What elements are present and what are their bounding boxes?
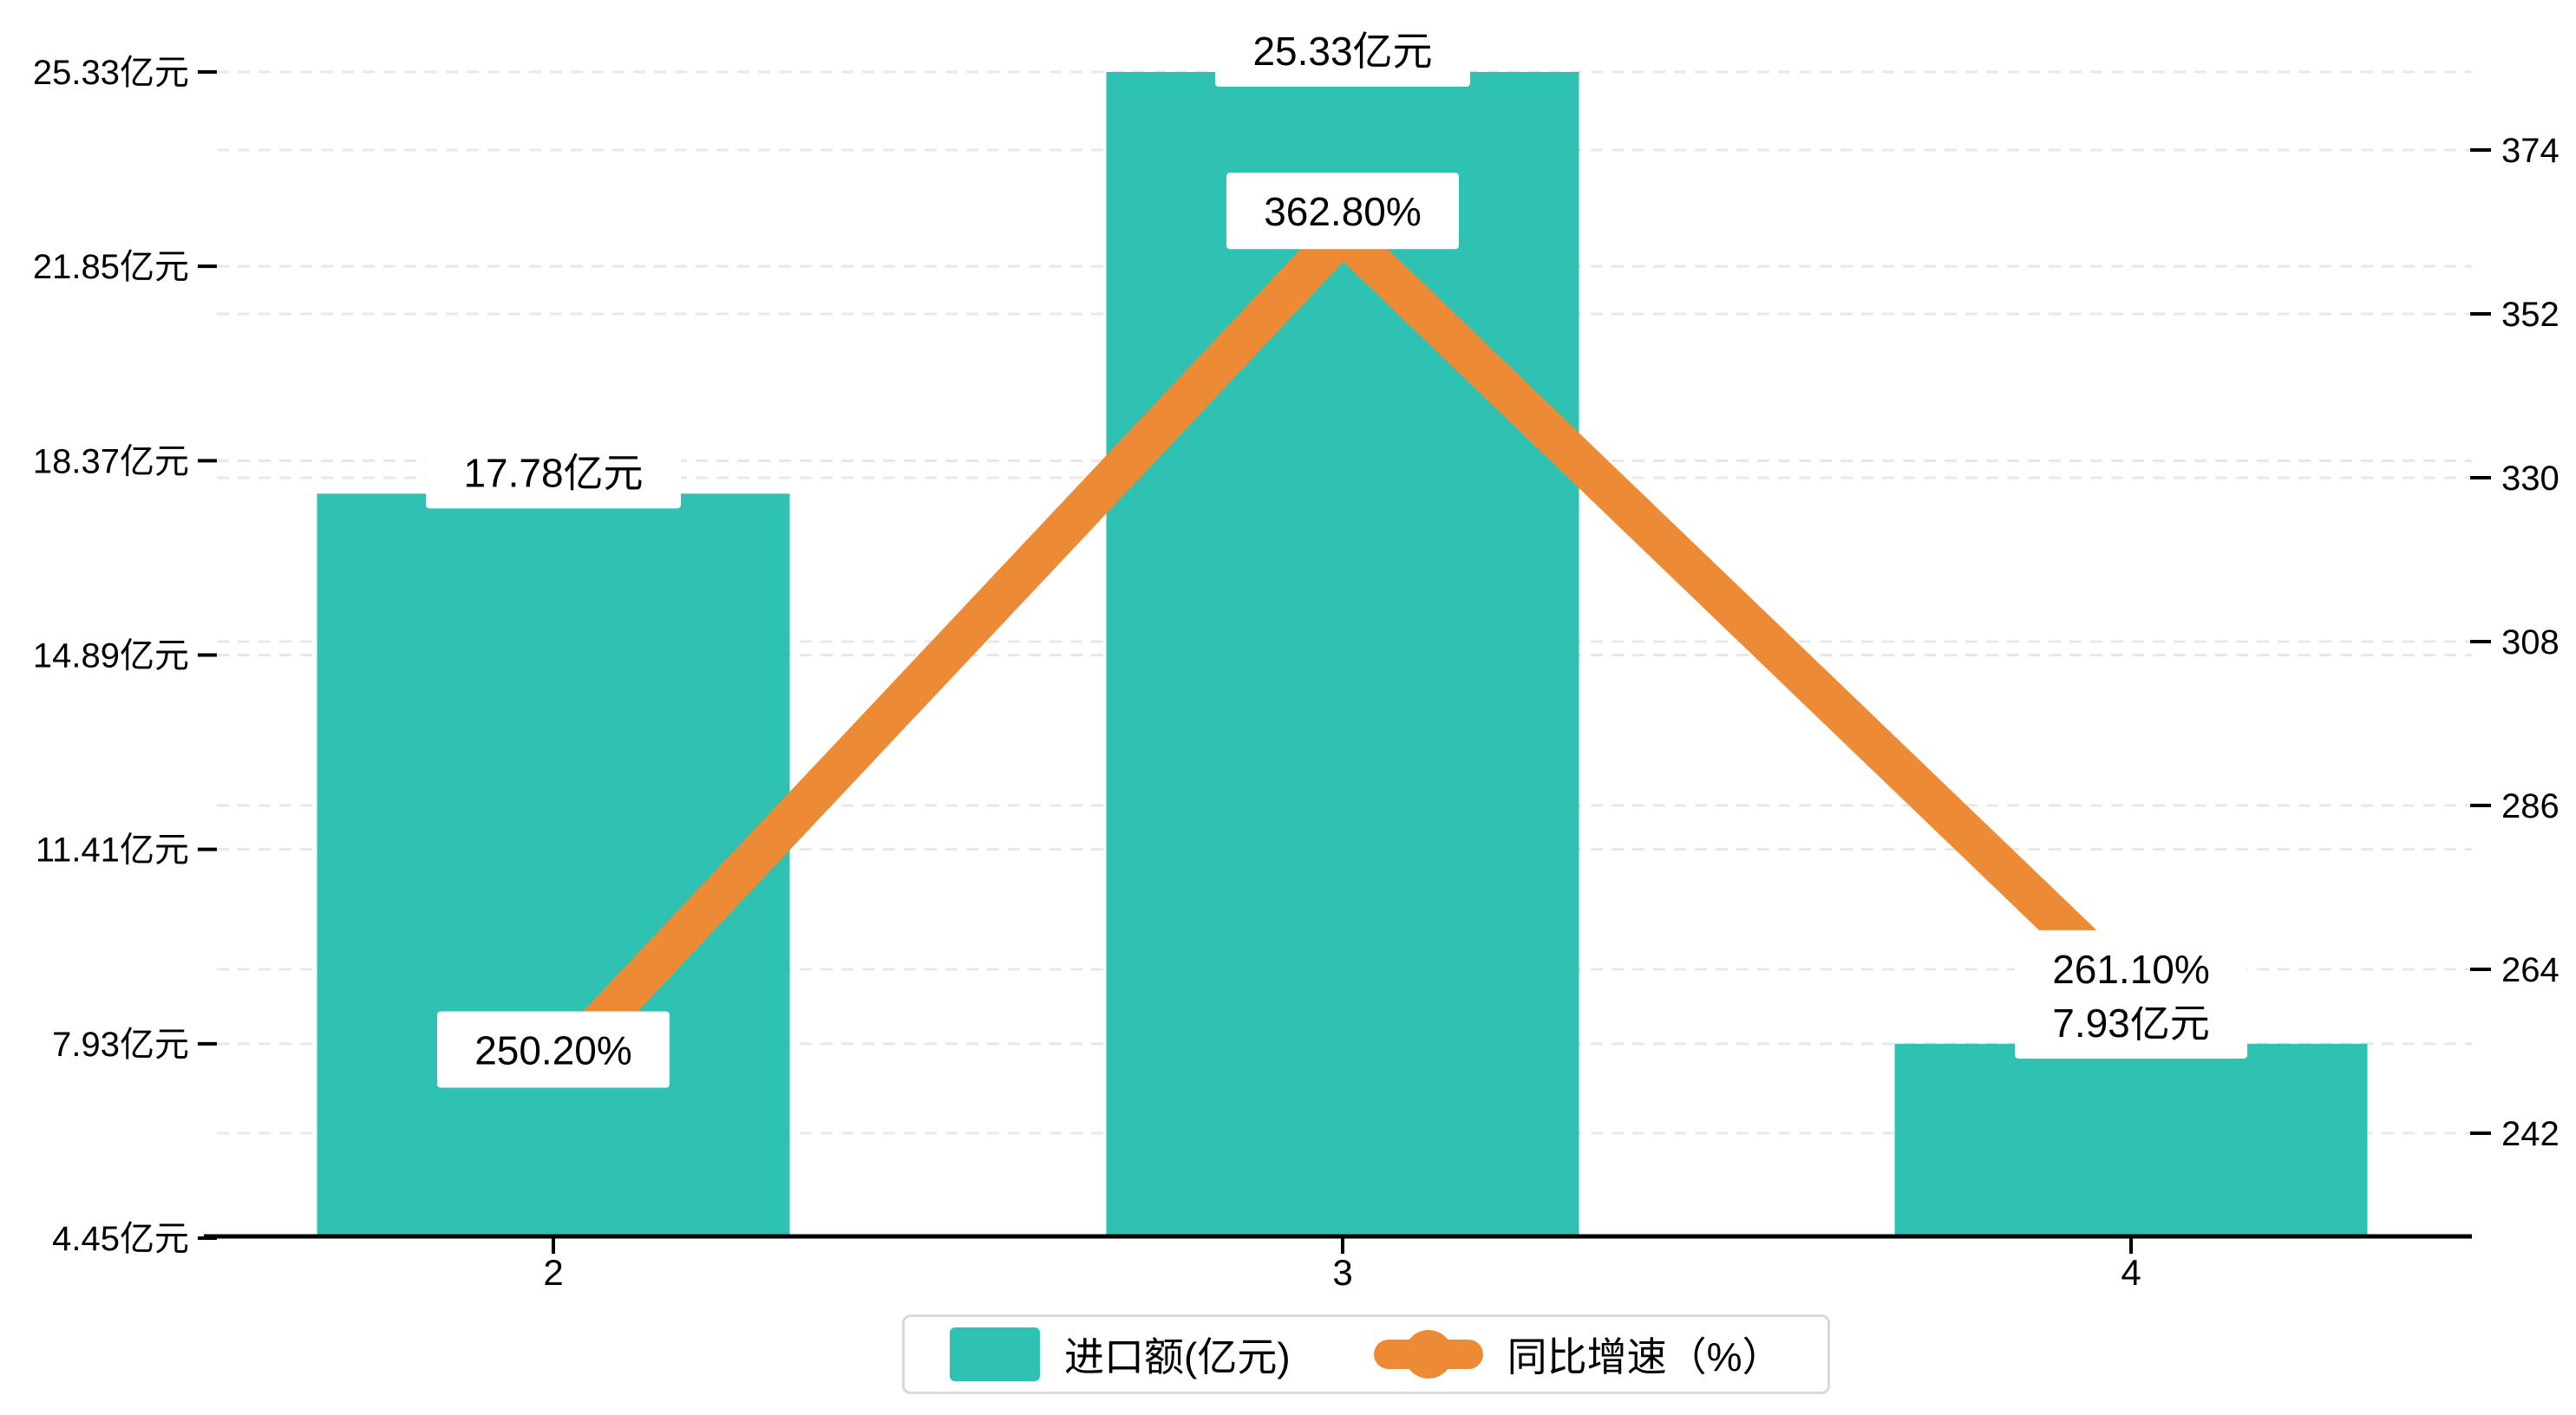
line-series-marker-icon xyxy=(1373,1330,1483,1379)
right-axis-label-5: 264 xyxy=(2501,951,2560,989)
left-axis-label-6: 4.45亿元 xyxy=(52,1220,189,1258)
x-axis-label-0: 2 xyxy=(543,1252,563,1293)
right-axis-label-3: 308 xyxy=(2501,623,2560,662)
line-series-dot-icon xyxy=(1403,1330,1453,1379)
right-axis-label-6: 242 xyxy=(2501,1115,2560,1153)
right-axis-label-1: 352 xyxy=(2501,296,2560,334)
bar-value-label-2: 7.93亿元 xyxy=(2052,1001,2210,1046)
line-value-label-0: 250.20% xyxy=(474,1028,632,1073)
x-axis-label-1: 3 xyxy=(1332,1252,1352,1293)
line-value-label-box-0 xyxy=(437,1011,670,1088)
right-axis-label-4: 286 xyxy=(2501,787,2560,825)
left-axis-label-2: 18.37亿元 xyxy=(33,442,189,480)
bar-value-label-box-0 xyxy=(426,435,681,509)
left-axis-label-0: 25.33亿元 xyxy=(33,54,189,92)
bar-category-2[interactable] xyxy=(317,493,790,1236)
right-axis-label-0: 374 xyxy=(2501,132,2560,170)
legend: 进口额(亿元) 同比增速（%） xyxy=(902,1314,1830,1394)
legend-item-yoy-growth[interactable]: 同比增速（%） xyxy=(1373,1326,1782,1383)
legend-item-import-amount[interactable]: 进口额(亿元) xyxy=(950,1326,1291,1383)
legend-label-yoy-growth: 同比增速（%） xyxy=(1507,1334,1782,1379)
line-value-label-box-1 xyxy=(1226,173,1459,250)
line-value-label-1: 362.80% xyxy=(1264,189,1422,234)
bar-category-3[interactable] xyxy=(1106,72,1579,1236)
legend-label-import-amount: 进口额(亿元) xyxy=(1064,1334,1291,1379)
line-value-label-2: 261.10% xyxy=(2052,947,2210,992)
right-axis-label-2: 330 xyxy=(2501,460,2560,498)
bar-value-label-0: 17.78亿元 xyxy=(463,450,643,495)
left-axis-label-5: 7.93亿元 xyxy=(52,1026,189,1064)
line-value-label-box-2 xyxy=(2015,929,2247,1007)
bar-value-label-1: 25.33亿元 xyxy=(1252,29,1432,74)
left-axis-label-3: 14.89亿元 xyxy=(33,637,189,675)
x-axis-label-2: 4 xyxy=(2121,1252,2141,1293)
bar-category-4[interactable] xyxy=(1894,1043,2368,1236)
left-axis-label-4: 11.41亿元 xyxy=(36,831,189,870)
bar-value-label-box-1 xyxy=(1215,14,1470,87)
left-axis-label-1: 21.85亿元 xyxy=(33,248,189,286)
bar-series-swatch-icon xyxy=(950,1327,1040,1381)
